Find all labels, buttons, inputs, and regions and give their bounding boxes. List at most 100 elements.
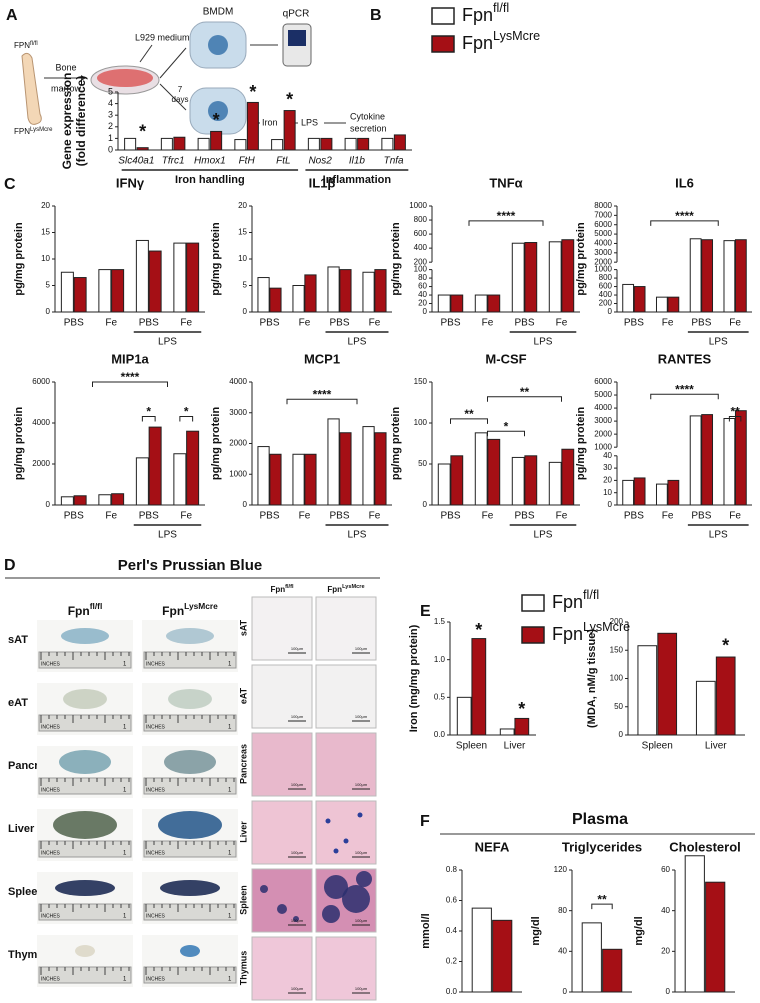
bar xyxy=(487,438,501,506)
significance: * xyxy=(139,121,146,141)
arrow xyxy=(159,47,187,79)
x-tick-label: Spleen xyxy=(456,741,487,752)
bar xyxy=(471,907,492,993)
label-sup: fl/fl xyxy=(493,1,509,15)
chart-title: Triglycerides xyxy=(562,839,642,854)
label: Fpnfl/fl xyxy=(68,601,103,618)
ruler xyxy=(38,966,132,984)
tissue-label: Pancreas xyxy=(238,744,248,784)
iron-stain xyxy=(293,916,299,922)
ruler xyxy=(38,840,132,858)
chart-title: TNFα xyxy=(489,175,522,190)
bar xyxy=(548,461,562,506)
bar xyxy=(362,426,375,506)
y-tick-label: 0 xyxy=(619,730,624,739)
bar xyxy=(339,432,352,506)
x-tick-label: FtH xyxy=(239,156,256,167)
y-tick-label: 8000 xyxy=(594,201,612,210)
group-label: LPS xyxy=(348,530,367,541)
bar xyxy=(456,696,472,736)
bar xyxy=(327,418,340,506)
y-tick-label: 7000 xyxy=(594,210,612,219)
x-tick-label: Fe xyxy=(105,318,117,329)
diagram-label: Cytokine xyxy=(350,111,385,121)
y-tick-label: 10 xyxy=(603,488,612,497)
iron-stain xyxy=(343,838,349,844)
tissue-label: sAT xyxy=(8,634,28,646)
y-tick-label: 2000 xyxy=(32,459,50,468)
ruler xyxy=(143,966,237,984)
x-tick-label: Fe xyxy=(180,318,192,329)
bar xyxy=(111,493,125,506)
diagram-label: FPNfl/fl xyxy=(14,41,38,51)
group-label: LPS xyxy=(534,530,553,541)
micrograph xyxy=(315,800,377,865)
y-tick-label: 0 xyxy=(563,987,568,996)
significance: * xyxy=(249,82,256,102)
y-tick-label: 0 xyxy=(423,500,428,509)
tissue-photo xyxy=(55,880,115,896)
x-tick-label: Fe xyxy=(299,511,311,522)
chart-title: Cholesterol xyxy=(669,839,741,854)
y-axis-label: pg/mg protein xyxy=(575,222,587,296)
bar xyxy=(524,455,538,506)
label-sup: LysMcre xyxy=(583,620,630,634)
legend-swatch xyxy=(431,35,455,53)
x-tick-label: Fe xyxy=(299,318,311,329)
bar xyxy=(511,456,525,506)
iron-stain xyxy=(322,905,340,923)
significance: ** xyxy=(520,385,530,399)
bar xyxy=(344,137,357,151)
bar xyxy=(60,271,74,313)
x-tick-label: PBS xyxy=(259,318,279,329)
bar xyxy=(393,134,406,151)
label-sup: LysMcre xyxy=(30,127,53,133)
bracket xyxy=(650,393,719,400)
y-tick-label: 0.0 xyxy=(434,730,446,739)
x-tick-label: Spleen xyxy=(642,741,673,752)
x-tick-label: Slc40a1 xyxy=(118,156,154,167)
tissue-photo xyxy=(53,811,117,839)
y-tick-label: 1.0 xyxy=(434,655,446,664)
y-tick-label: 80 xyxy=(418,273,427,282)
y-tick-label: 80 xyxy=(558,906,567,915)
bar xyxy=(561,239,575,313)
label: FpnLysMcre xyxy=(462,29,540,53)
micrograph xyxy=(315,664,377,729)
y-tick-label: 6000 xyxy=(594,220,612,229)
bar xyxy=(269,453,282,506)
bar xyxy=(667,479,680,506)
bar xyxy=(173,242,187,313)
bar xyxy=(60,496,74,506)
bar xyxy=(689,238,702,313)
significance: **** xyxy=(675,209,694,223)
chart-title: IL1β xyxy=(309,175,336,190)
bar xyxy=(633,286,646,313)
panel-title: Perl's Prussian Blue xyxy=(118,557,262,574)
x-tick-label: Fe xyxy=(556,511,568,522)
micrograph xyxy=(251,800,313,865)
x-tick-label: Fe xyxy=(662,511,674,522)
x-tick-label: Fe xyxy=(105,511,117,522)
x-tick-label: PBS xyxy=(139,511,159,522)
y-axis-label: Iron (mg/mg protein) xyxy=(408,624,420,732)
bone xyxy=(21,52,42,125)
ruler-text: INCHES xyxy=(41,787,61,793)
label-sup: fl/fl xyxy=(30,41,38,47)
y-axis-label: pg/mg protein xyxy=(210,407,222,481)
iron-stain xyxy=(357,812,363,818)
diagram-label: LPS xyxy=(301,117,318,127)
bar xyxy=(437,463,451,506)
bar xyxy=(633,477,646,506)
y-tick-label: 4 xyxy=(108,98,113,108)
y-axis-label: Gene expression xyxy=(60,73,74,170)
bar xyxy=(148,426,162,506)
ruler-mark: 1 xyxy=(123,788,127,794)
bar xyxy=(723,418,736,506)
y-tick-label: 6000 xyxy=(594,377,612,386)
x-tick-label: Fe xyxy=(482,511,494,522)
chart-title: RANTES xyxy=(658,351,712,366)
ruler xyxy=(143,651,237,669)
y-tick-label: 600 xyxy=(599,282,613,291)
